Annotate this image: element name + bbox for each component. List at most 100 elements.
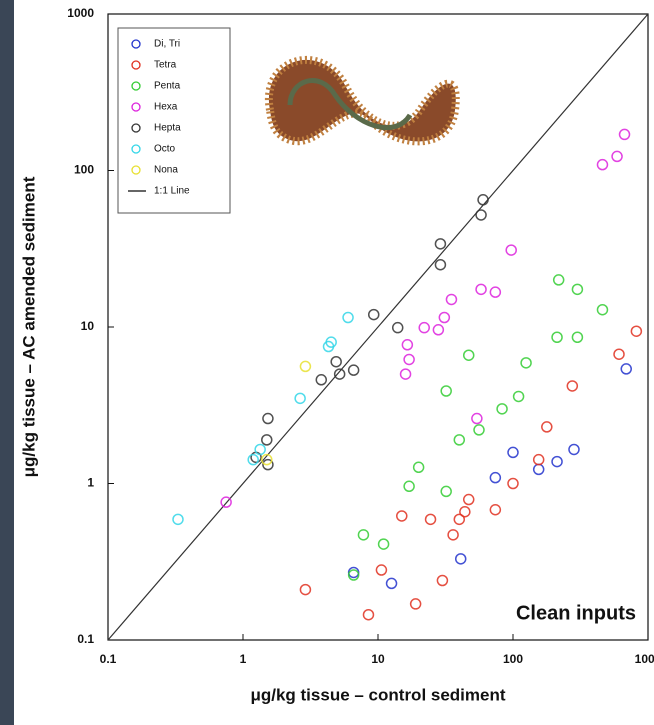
y-tick-label: 0.1 — [77, 632, 94, 646]
data-point — [496, 403, 508, 415]
data-point — [220, 496, 232, 508]
x-tick-label: 100 — [503, 652, 523, 666]
legend-label: Nona — [154, 165, 178, 176]
data-point — [462, 493, 475, 506]
legend-marker — [131, 123, 141, 133]
data-point — [299, 583, 312, 596]
data-point — [385, 577, 398, 590]
data-point — [445, 293, 458, 306]
data-point — [401, 339, 414, 351]
data-point — [475, 283, 487, 296]
data-point — [409, 598, 422, 610]
data-point — [551, 331, 563, 344]
y-tick-label: 1000 — [67, 6, 94, 20]
data-point — [247, 453, 259, 466]
data-point — [475, 209, 487, 221]
data-point — [512, 390, 525, 403]
data-point — [172, 513, 184, 526]
annotation: Clean inputs — [516, 602, 636, 624]
data-point — [357, 529, 370, 541]
y-tick-label: 100 — [74, 163, 94, 177]
data-point — [471, 412, 483, 425]
legend-label: Hepta — [154, 123, 181, 134]
data-point — [412, 461, 425, 474]
side-strip — [0, 0, 14, 725]
data-point — [254, 443, 266, 456]
data-point — [551, 455, 563, 468]
y-tick-label: 1 — [87, 476, 94, 490]
data-point — [436, 574, 449, 587]
data-point — [507, 477, 519, 490]
legend-marker — [131, 60, 141, 70]
data-point — [489, 286, 502, 298]
y-tick-label: 10 — [81, 319, 95, 333]
data-point — [552, 274, 565, 286]
data-point — [505, 244, 517, 256]
data-point — [440, 485, 452, 498]
data-point — [347, 364, 360, 376]
data-point — [611, 150, 623, 163]
legend-label: Penta — [154, 81, 181, 92]
data-point — [434, 238, 447, 250]
data-point — [342, 311, 354, 324]
data-point — [620, 363, 632, 375]
x-tick-label: 0.1 — [100, 652, 117, 666]
x-tick-label: 10 — [371, 652, 385, 666]
data-point — [424, 513, 437, 526]
data-point — [262, 458, 274, 471]
data-point — [568, 443, 580, 456]
data-point — [432, 324, 445, 336]
data-point — [454, 553, 467, 565]
legend-box — [117, 27, 231, 214]
data-point — [399, 368, 412, 380]
data-point — [375, 564, 388, 576]
data-point — [418, 321, 430, 334]
data-point — [294, 392, 306, 405]
x-tick-label: 1 — [240, 652, 247, 666]
data-point — [507, 446, 519, 459]
data-point — [261, 434, 273, 446]
data-point — [347, 569, 360, 581]
data-point — [462, 349, 475, 361]
data-point — [459, 505, 471, 518]
legend-label: 1:1 Line — [154, 186, 190, 197]
data-point — [532, 463, 545, 476]
legend-label: Octo — [154, 144, 176, 155]
data-point — [262, 412, 274, 425]
data-point — [322, 340, 335, 353]
data-point — [330, 355, 342, 368]
legend-label: Tetra — [154, 60, 177, 71]
data-point — [447, 529, 459, 541]
worm-image — [264, 55, 460, 146]
data-point — [613, 348, 625, 360]
data-point — [403, 480, 415, 493]
data-point — [362, 608, 375, 621]
x-tick-label: 1000 — [635, 652, 654, 666]
data-point — [453, 434, 466, 446]
data-point — [571, 283, 584, 296]
data-point — [391, 321, 404, 334]
data-point — [489, 471, 502, 484]
x-axis-label: μg/kg tissue – control sediment — [250, 685, 505, 704]
legend-marker — [131, 102, 141, 112]
data-point — [261, 453, 273, 466]
data-point — [532, 453, 545, 466]
data-point — [377, 538, 390, 550]
data-point — [596, 158, 609, 171]
y-axis-label: μg/kg tissue – AC amended sediment — [19, 176, 38, 477]
data-point — [473, 424, 485, 436]
legend-marker — [131, 81, 141, 91]
data-point — [566, 380, 579, 392]
data-point — [520, 357, 532, 369]
legend-marker — [131, 144, 141, 154]
data-point — [333, 368, 346, 380]
legend-label: Di, Tri — [154, 39, 180, 50]
data-point — [440, 385, 452, 397]
data-point — [596, 303, 609, 316]
data-point — [403, 353, 415, 366]
data-point — [367, 308, 380, 321]
data-point — [477, 194, 489, 206]
data-point — [541, 421, 553, 433]
data-point — [489, 503, 502, 516]
